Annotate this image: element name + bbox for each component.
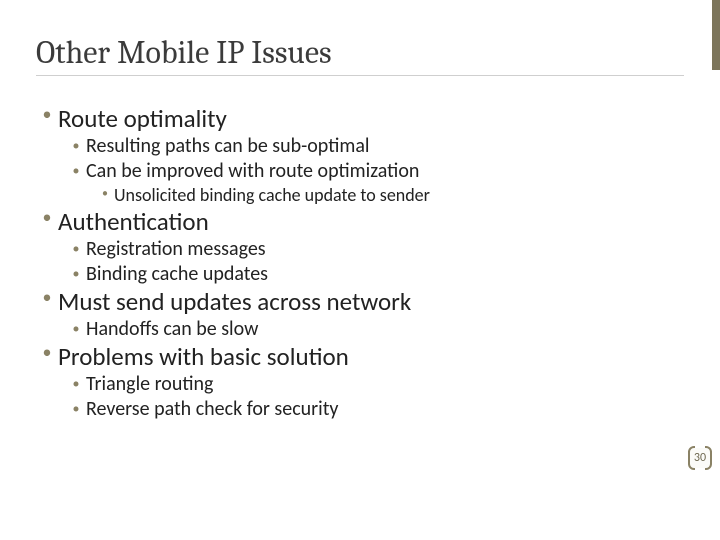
list-item-text: Registration messages: [86, 237, 266, 262]
list-item-text: Authentication: [58, 207, 209, 237]
list-item-text: Can be improved with route optimization: [86, 159, 419, 184]
list-item-text: Unsolicited binding cache update to send…: [114, 184, 430, 207]
list-item: • Resulting paths can be sub-optimal: [66, 134, 684, 159]
list-item: • Must send updates across network: [36, 287, 684, 317]
list-item-text: Problems with basic solution: [58, 342, 349, 372]
bullet-icon: •: [66, 317, 86, 338]
list-item: • Triangle routing: [66, 372, 684, 397]
list-item: • Unsolicited binding cache update to se…: [96, 184, 684, 207]
bullet-list: • Route optimality • Resulting paths can…: [36, 104, 684, 422]
list-item-text: Route optimality: [58, 104, 227, 134]
slide: Other Mobile IP Issues • Route optimalit…: [0, 0, 720, 540]
bullet-icon: •: [66, 397, 86, 418]
list-item: • Reverse path check for security: [66, 397, 684, 422]
page-number: 30: [694, 451, 706, 465]
page-number-badge: 30: [688, 446, 712, 470]
slide-title: Other Mobile IP Issues: [36, 34, 684, 76]
list-item-text: Binding cache updates: [86, 262, 268, 287]
list-item: • Binding cache updates: [66, 262, 684, 287]
list-item-text: Handoffs can be slow: [86, 317, 258, 342]
bullet-icon: •: [66, 262, 86, 283]
bullet-icon: •: [36, 207, 58, 229]
list-item-text: Triangle routing: [86, 372, 213, 397]
bullet-icon: •: [36, 104, 58, 126]
list-item: • Authentication: [36, 207, 684, 237]
list-item-text: Resulting paths can be sub-optimal: [86, 134, 370, 159]
bullet-icon: •: [96, 184, 114, 202]
bullet-icon: •: [36, 287, 58, 309]
bullet-icon: •: [66, 372, 86, 393]
list-item: • Registration messages: [66, 237, 684, 262]
list-item: • Route optimality: [36, 104, 684, 134]
side-strip: [712, 0, 720, 70]
bullet-icon: •: [66, 159, 86, 180]
bullet-icon: •: [36, 342, 58, 364]
list-item: • Problems with basic solution: [36, 342, 684, 372]
list-item-text: Reverse path check for security: [86, 397, 338, 422]
list-item: • Handoffs can be slow: [66, 317, 684, 342]
bullet-icon: •: [66, 237, 86, 258]
list-item: • Can be improved with route optimizatio…: [66, 159, 684, 184]
list-item-text: Must send updates across network: [58, 287, 411, 317]
bullet-icon: •: [66, 134, 86, 155]
